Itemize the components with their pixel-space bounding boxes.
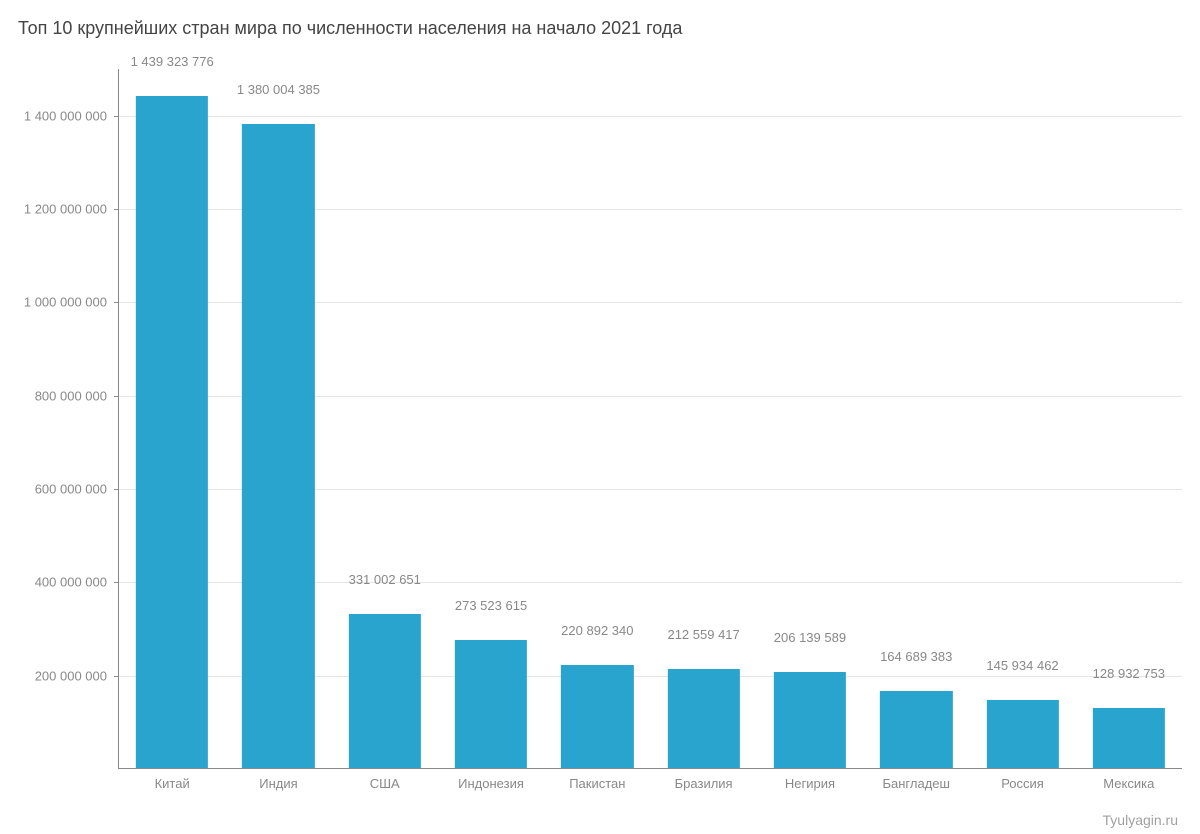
bar-slot: 331 002 651США bbox=[332, 69, 438, 768]
bar bbox=[136, 96, 208, 768]
bar-slot: 145 934 462Россия bbox=[969, 69, 1075, 768]
bar bbox=[455, 640, 527, 768]
bar bbox=[880, 691, 952, 768]
plot-area: 1 439 323 776Китай1 380 004 385Индия331 … bbox=[18, 59, 1182, 799]
bar bbox=[667, 669, 739, 768]
y-tick bbox=[114, 302, 119, 303]
bar-value-label: 145 934 462 bbox=[986, 658, 1058, 679]
bar-slot: 212 559 417Бразилия bbox=[650, 69, 756, 768]
x-tick-label: Россия bbox=[1001, 776, 1044, 791]
y-tick bbox=[114, 582, 119, 583]
watermark: Tyulyagin.ru bbox=[1103, 812, 1178, 828]
x-tick-label: Пакистан bbox=[569, 776, 625, 791]
y-tick bbox=[114, 489, 119, 490]
y-tick-label: 800 000 000 bbox=[18, 388, 113, 403]
x-tick-label: Негирия bbox=[785, 776, 835, 791]
y-tick bbox=[114, 209, 119, 210]
y-tick-label: 400 000 000 bbox=[18, 575, 113, 590]
y-tick bbox=[114, 676, 119, 677]
bar-value-label: 1 439 323 776 bbox=[131, 54, 214, 75]
x-tick-label: Бразилия bbox=[675, 776, 733, 791]
x-tick-label: Индонезия bbox=[458, 776, 524, 791]
bar-value-label: 212 559 417 bbox=[667, 627, 739, 648]
bar-slot: 1 380 004 385Индия bbox=[225, 69, 331, 768]
bar bbox=[774, 672, 846, 768]
y-tick bbox=[114, 116, 119, 117]
bar-value-label: 1 380 004 385 bbox=[237, 82, 320, 103]
bar-value-label: 206 139 589 bbox=[774, 630, 846, 651]
bar-value-label: 164 689 383 bbox=[880, 649, 952, 670]
bar-value-label: 331 002 651 bbox=[349, 572, 421, 593]
bar-slot: 164 689 383Бангладеш bbox=[863, 69, 969, 768]
x-tick-label: Индия bbox=[259, 776, 297, 791]
bar-slot: 273 523 615Индонезия bbox=[438, 69, 544, 768]
bar-slot: 128 932 753Мексика bbox=[1076, 69, 1182, 768]
bar-slot: 1 439 323 776Китай bbox=[119, 69, 225, 768]
y-tick-label: 1 000 000 000 bbox=[18, 295, 113, 310]
bar-slot: 220 892 340Пакистан bbox=[544, 69, 650, 768]
y-tick-label: 200 000 000 bbox=[18, 668, 113, 683]
x-tick-label: Китай bbox=[155, 776, 190, 791]
x-tick-label: Бангладеш bbox=[882, 776, 949, 791]
chart-title: Топ 10 крупнейших стран мира по численно… bbox=[18, 18, 1182, 39]
bar-value-label: 220 892 340 bbox=[561, 623, 633, 644]
bar bbox=[1093, 708, 1165, 768]
bar bbox=[349, 614, 421, 768]
bar-slot: 206 139 589Негирия bbox=[757, 69, 863, 768]
bar bbox=[986, 700, 1058, 768]
bar bbox=[561, 665, 633, 768]
y-tick-label: 1 400 000 000 bbox=[18, 108, 113, 123]
y-tick bbox=[114, 396, 119, 397]
y-tick-label: 1 200 000 000 bbox=[18, 202, 113, 217]
bar bbox=[242, 124, 314, 768]
bar-value-label: 128 932 753 bbox=[1093, 666, 1165, 687]
bar-value-label: 273 523 615 bbox=[455, 598, 527, 619]
population-chart: Топ 10 крупнейших стран мира по численно… bbox=[18, 18, 1182, 799]
x-tick-label: Мексика bbox=[1103, 776, 1154, 791]
y-tick-label: 600 000 000 bbox=[18, 482, 113, 497]
x-tick-label: США bbox=[370, 776, 400, 791]
